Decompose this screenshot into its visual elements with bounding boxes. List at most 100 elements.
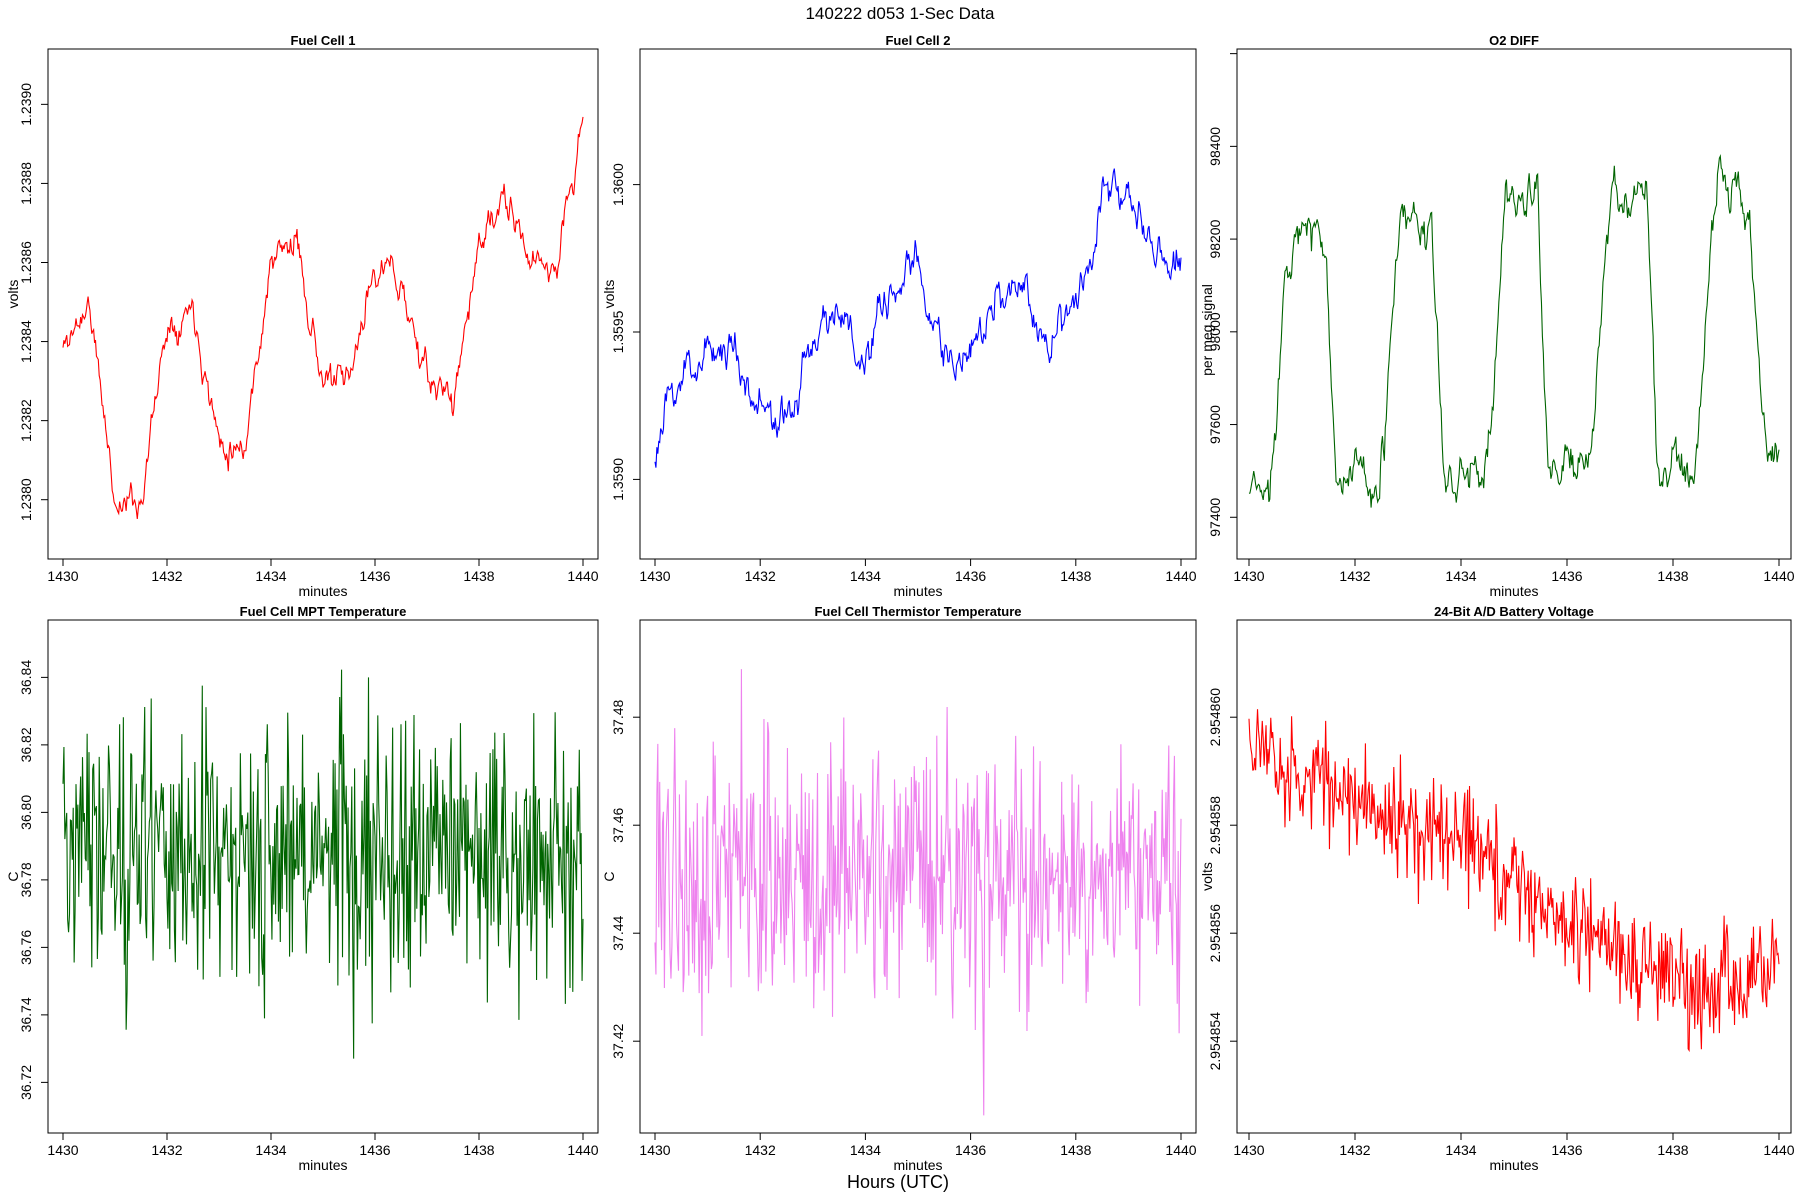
y-tick-label: 98000 <box>1207 312 1223 351</box>
y-tick-label: 2.954854 <box>1207 1012 1223 1071</box>
x-axis-label: minutes <box>298 583 347 599</box>
x-tick-label: 1434 <box>850 568 881 584</box>
x-tick-label: 1432 <box>151 1142 182 1158</box>
x-tick-label: 1440 <box>567 568 598 584</box>
x-tick-label: 1440 <box>1165 568 1196 584</box>
y-tick-label: 98200 <box>1207 219 1223 258</box>
x-tick-label: 1430 <box>639 568 670 584</box>
y-tick-label: 1.2382 <box>18 399 34 442</box>
y-tick-label: 97600 <box>1207 405 1223 444</box>
y-tick-label: 1.2390 <box>18 83 34 126</box>
x-tick-label: 1438 <box>463 568 494 584</box>
y-axis-label: volts <box>601 280 617 309</box>
y-axis-label: volts <box>5 280 21 309</box>
panel-2: Fuel Cell 2 1430 1432 1434 1436 1438 1440 minut… <box>601 33 1197 599</box>
figure-title: 140222 d053 1-Sec Data <box>805 4 995 23</box>
x-tick-label: 1436 <box>359 568 390 584</box>
x-tick-label: 1440 <box>1763 568 1794 584</box>
x-axis-label: minutes <box>893 1157 942 1173</box>
y-tick-label: 36.76 <box>18 930 34 965</box>
y-tick-label: 1.3590 <box>610 458 626 501</box>
y-tick-label: 1.2388 <box>18 162 34 205</box>
x-tick-label: 1436 <box>955 1142 986 1158</box>
y-tick-label: 36.72 <box>18 1065 34 1100</box>
x-tick-label: 1432 <box>745 1142 776 1158</box>
panel-title: 24-Bit A/D Battery Voltage <box>1434 604 1594 619</box>
y-tick-label: 37.42 <box>610 1023 626 1058</box>
series-line <box>62 669 584 1059</box>
panel-5: Fuel Cell Thermistor Temperature 1430 1432… <box>601 604 1197 1173</box>
x-tick-label: 1434 <box>1445 1142 1476 1158</box>
x-axis-label: minutes <box>1489 583 1538 599</box>
series-line <box>1248 709 1780 1053</box>
x-tick-label: 1440 <box>567 1142 598 1158</box>
panel-4: Fuel Cell MPT Temperature 1430 1432 1434 143… <box>5 604 599 1173</box>
panel-1: Fuel Cell 1 1430 1432 1434 1436 1438 1440 minut… <box>5 33 599 599</box>
panel-title: Fuel Cell Thermistor Temperature <box>814 604 1021 619</box>
x-tick-label: 1432 <box>745 568 776 584</box>
x-tick-label: 1432 <box>151 568 182 584</box>
y-tick-label: 1.2384 <box>18 320 34 363</box>
y-axis-label: C <box>5 871 21 881</box>
panel-6: 24-Bit A/D Battery Voltage 1430 1432 1434 14… <box>1199 604 1795 1173</box>
y-tick-label: 1.3595 <box>610 310 626 353</box>
x-tick-label: 1432 <box>1339 568 1370 584</box>
panel-title: Fuel Cell MPT Temperature <box>240 604 407 619</box>
y-tick-label: 2.954858 <box>1207 796 1223 855</box>
x-tick-label: 1434 <box>850 1142 881 1158</box>
y-tick-label: 36.82 <box>18 727 34 762</box>
y-tick-label: 37.46 <box>610 807 626 842</box>
x-tick-label: 1436 <box>1551 568 1582 584</box>
x-tick-label: 1438 <box>1657 1142 1688 1158</box>
y-tick-label: 98400 <box>1207 127 1223 166</box>
x-tick-label: 1434 <box>255 1142 286 1158</box>
x-tick-label: 1434 <box>255 568 286 584</box>
x-tick-label: 1430 <box>1233 568 1264 584</box>
y-tick-label: 1.2380 <box>18 478 34 521</box>
x-tick-label: 1436 <box>955 568 986 584</box>
y-tick-label: 36.74 <box>18 997 34 1032</box>
x-tick-label: 1440 <box>1165 1142 1196 1158</box>
x-tick-label: 1438 <box>1657 568 1688 584</box>
y-tick-label: 1.2386 <box>18 241 34 284</box>
y-axis-label: volts <box>1199 862 1215 891</box>
y-axis-label: C <box>601 871 617 881</box>
x-tick-label: 1434 <box>1445 568 1476 584</box>
x-tick-label: 1436 <box>359 1142 390 1158</box>
x-tick-label: 1436 <box>1551 1142 1582 1158</box>
x-tick-label: 1432 <box>1339 1142 1370 1158</box>
series-line <box>654 168 1182 468</box>
series-line <box>654 669 1182 1116</box>
y-tick-label: 1.3600 <box>610 163 626 206</box>
y-tick-label: 2.954860 <box>1207 688 1223 747</box>
panel-3: O2 DIFF 1430 1432 1434 1436 1438 1440 minutes 97… <box>1199 33 1795 599</box>
x-tick-label: 1438 <box>463 1142 494 1158</box>
y-tick-label: 97400 <box>1207 498 1223 537</box>
series-line <box>62 116 584 520</box>
x-tick-label: 1430 <box>1233 1142 1264 1158</box>
figure-xlabel: Hours (UTC) <box>847 1172 949 1192</box>
y-tick-label: 36.80 <box>18 795 34 830</box>
x-tick-label: 1438 <box>1060 1142 1091 1158</box>
y-tick-label: 36.78 <box>18 862 34 897</box>
x-tick-label: 1430 <box>47 1142 78 1158</box>
y-tick-label: 2.954856 <box>1207 904 1223 963</box>
panel-title: Fuel Cell 2 <box>885 33 950 48</box>
x-tick-label: 1440 <box>1763 1142 1794 1158</box>
x-tick-label: 1430 <box>47 568 78 584</box>
series-line <box>1248 153 1780 508</box>
y-tick-label: 37.44 <box>610 915 626 950</box>
x-tick-label: 1438 <box>1060 568 1091 584</box>
x-tick-label: 1430 <box>639 1142 670 1158</box>
y-axis-label: per meg signal <box>1199 284 1215 376</box>
x-axis-label: minutes <box>893 583 942 599</box>
x-axis-label: minutes <box>1489 1157 1538 1173</box>
panel-title: Fuel Cell 1 <box>290 33 355 48</box>
x-axis-label: minutes <box>298 1157 347 1173</box>
panel-title: O2 DIFF <box>1489 33 1539 48</box>
y-tick-label: 36.84 <box>18 660 34 695</box>
y-tick-label: 37.48 <box>610 699 626 734</box>
panels: Fuel Cell 1 1430 1432 1434 1436 1438 1440 minut… <box>5 33 1795 1173</box>
